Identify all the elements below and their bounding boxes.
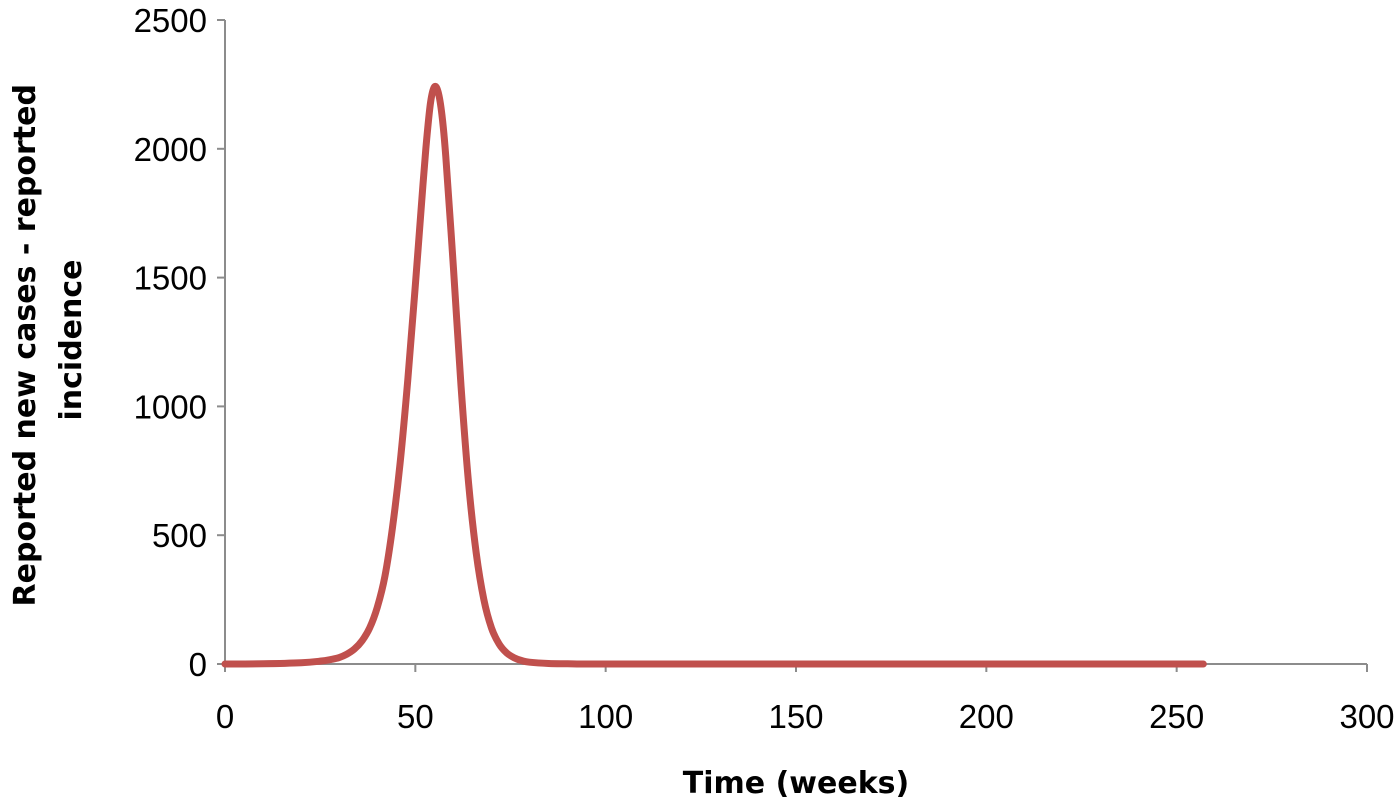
y-tick-label: 500 bbox=[152, 517, 207, 554]
x-axis-title: Time (weeks) bbox=[683, 766, 909, 801]
x-tick-label: 150 bbox=[768, 698, 823, 735]
y-tick-label: 1000 bbox=[134, 388, 207, 425]
x-ticks: 0 50 100 150 200 250 300 bbox=[216, 664, 1395, 735]
series-line-0 bbox=[221, 82, 1207, 668]
y-ticks: 0 500 1000 1500 2000 2500 bbox=[134, 2, 225, 683]
y-tick-label: 2000 bbox=[134, 131, 207, 168]
x-tick-label: 0 bbox=[216, 698, 234, 735]
x-tick-label: 100 bbox=[578, 698, 633, 735]
x-tick-label: 250 bbox=[1149, 698, 1204, 735]
series-layer bbox=[221, 82, 1207, 668]
x-tick-label: 300 bbox=[1339, 698, 1394, 735]
y-tick-label: 2500 bbox=[134, 2, 207, 39]
axes bbox=[224, 20, 1367, 665]
y-axis-title: Reported new cases - reported incidence bbox=[8, 74, 89, 607]
y-tick-label: 1500 bbox=[134, 260, 207, 297]
x-tick-label: 200 bbox=[959, 698, 1014, 735]
y-axis-title-line-2: incidence bbox=[54, 259, 89, 420]
x-tick-label: 50 bbox=[397, 698, 434, 735]
y-axis-title-line-1: Reported new cases - reported bbox=[8, 84, 43, 606]
y-tick-label: 0 bbox=[189, 646, 207, 683]
